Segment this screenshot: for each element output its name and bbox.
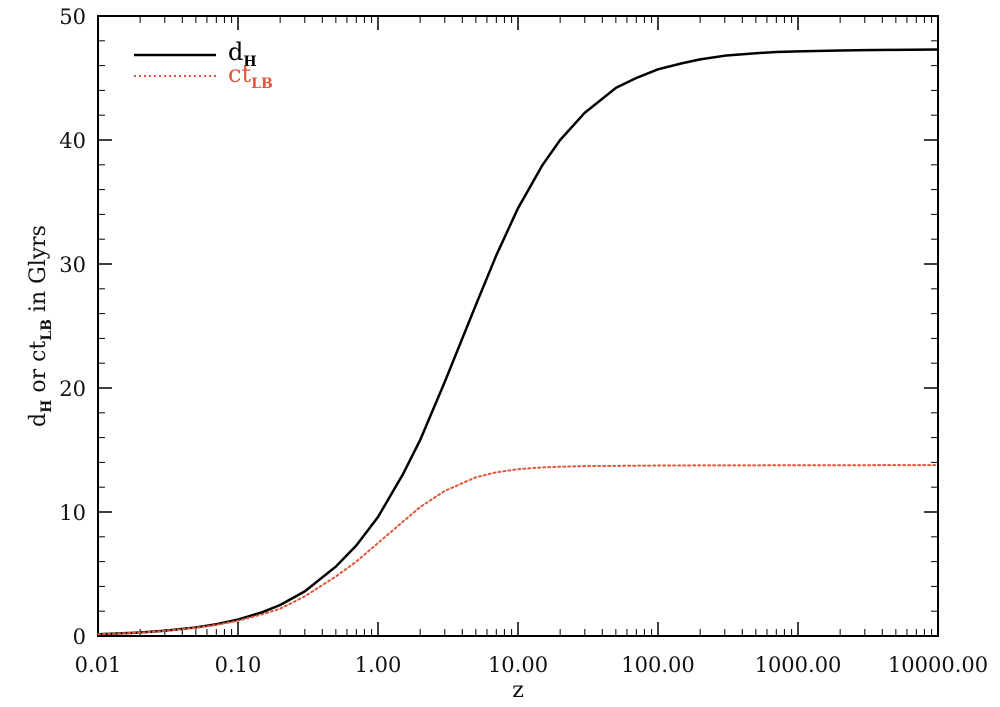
x-tick-label: 10.00 (488, 653, 548, 677)
y-tick-label: 40 (59, 129, 86, 153)
y-tick-label: 0 (73, 625, 86, 649)
y-tick-label: 50 (59, 5, 86, 29)
x-axis-title: z (512, 678, 524, 703)
x-tick-label: 100.00 (621, 653, 694, 677)
y-axis-title: dH or ctLB in Glyrs (26, 225, 55, 427)
x-tick-label: 1000.00 (755, 653, 842, 677)
axis-ticks: 0.01 0.10 1.00 10.00 100.00 1000.00 10000.00 0 1… (59, 5, 988, 677)
y-tick-label: 30 (59, 253, 86, 277)
y-tick-label: 10 (59, 501, 86, 525)
legend-label-ctlb: ctLB (228, 60, 273, 92)
series-line-dh (96, 48, 940, 636)
series-lines (96, 48, 940, 636)
x-tick-label: 10000.00 (888, 653, 988, 677)
y-tick-label: 20 (59, 377, 86, 401)
x-tick-label: 1.00 (355, 653, 402, 677)
series-line-ctlb (97, 464, 939, 636)
x-tick-label: 0.01 (75, 653, 122, 677)
x-tick-label: 0.10 (215, 653, 262, 677)
plot-frame (97, 15, 939, 637)
legend: dH ctLB (134, 38, 273, 92)
legend-label-dh: dH (228, 38, 257, 70)
